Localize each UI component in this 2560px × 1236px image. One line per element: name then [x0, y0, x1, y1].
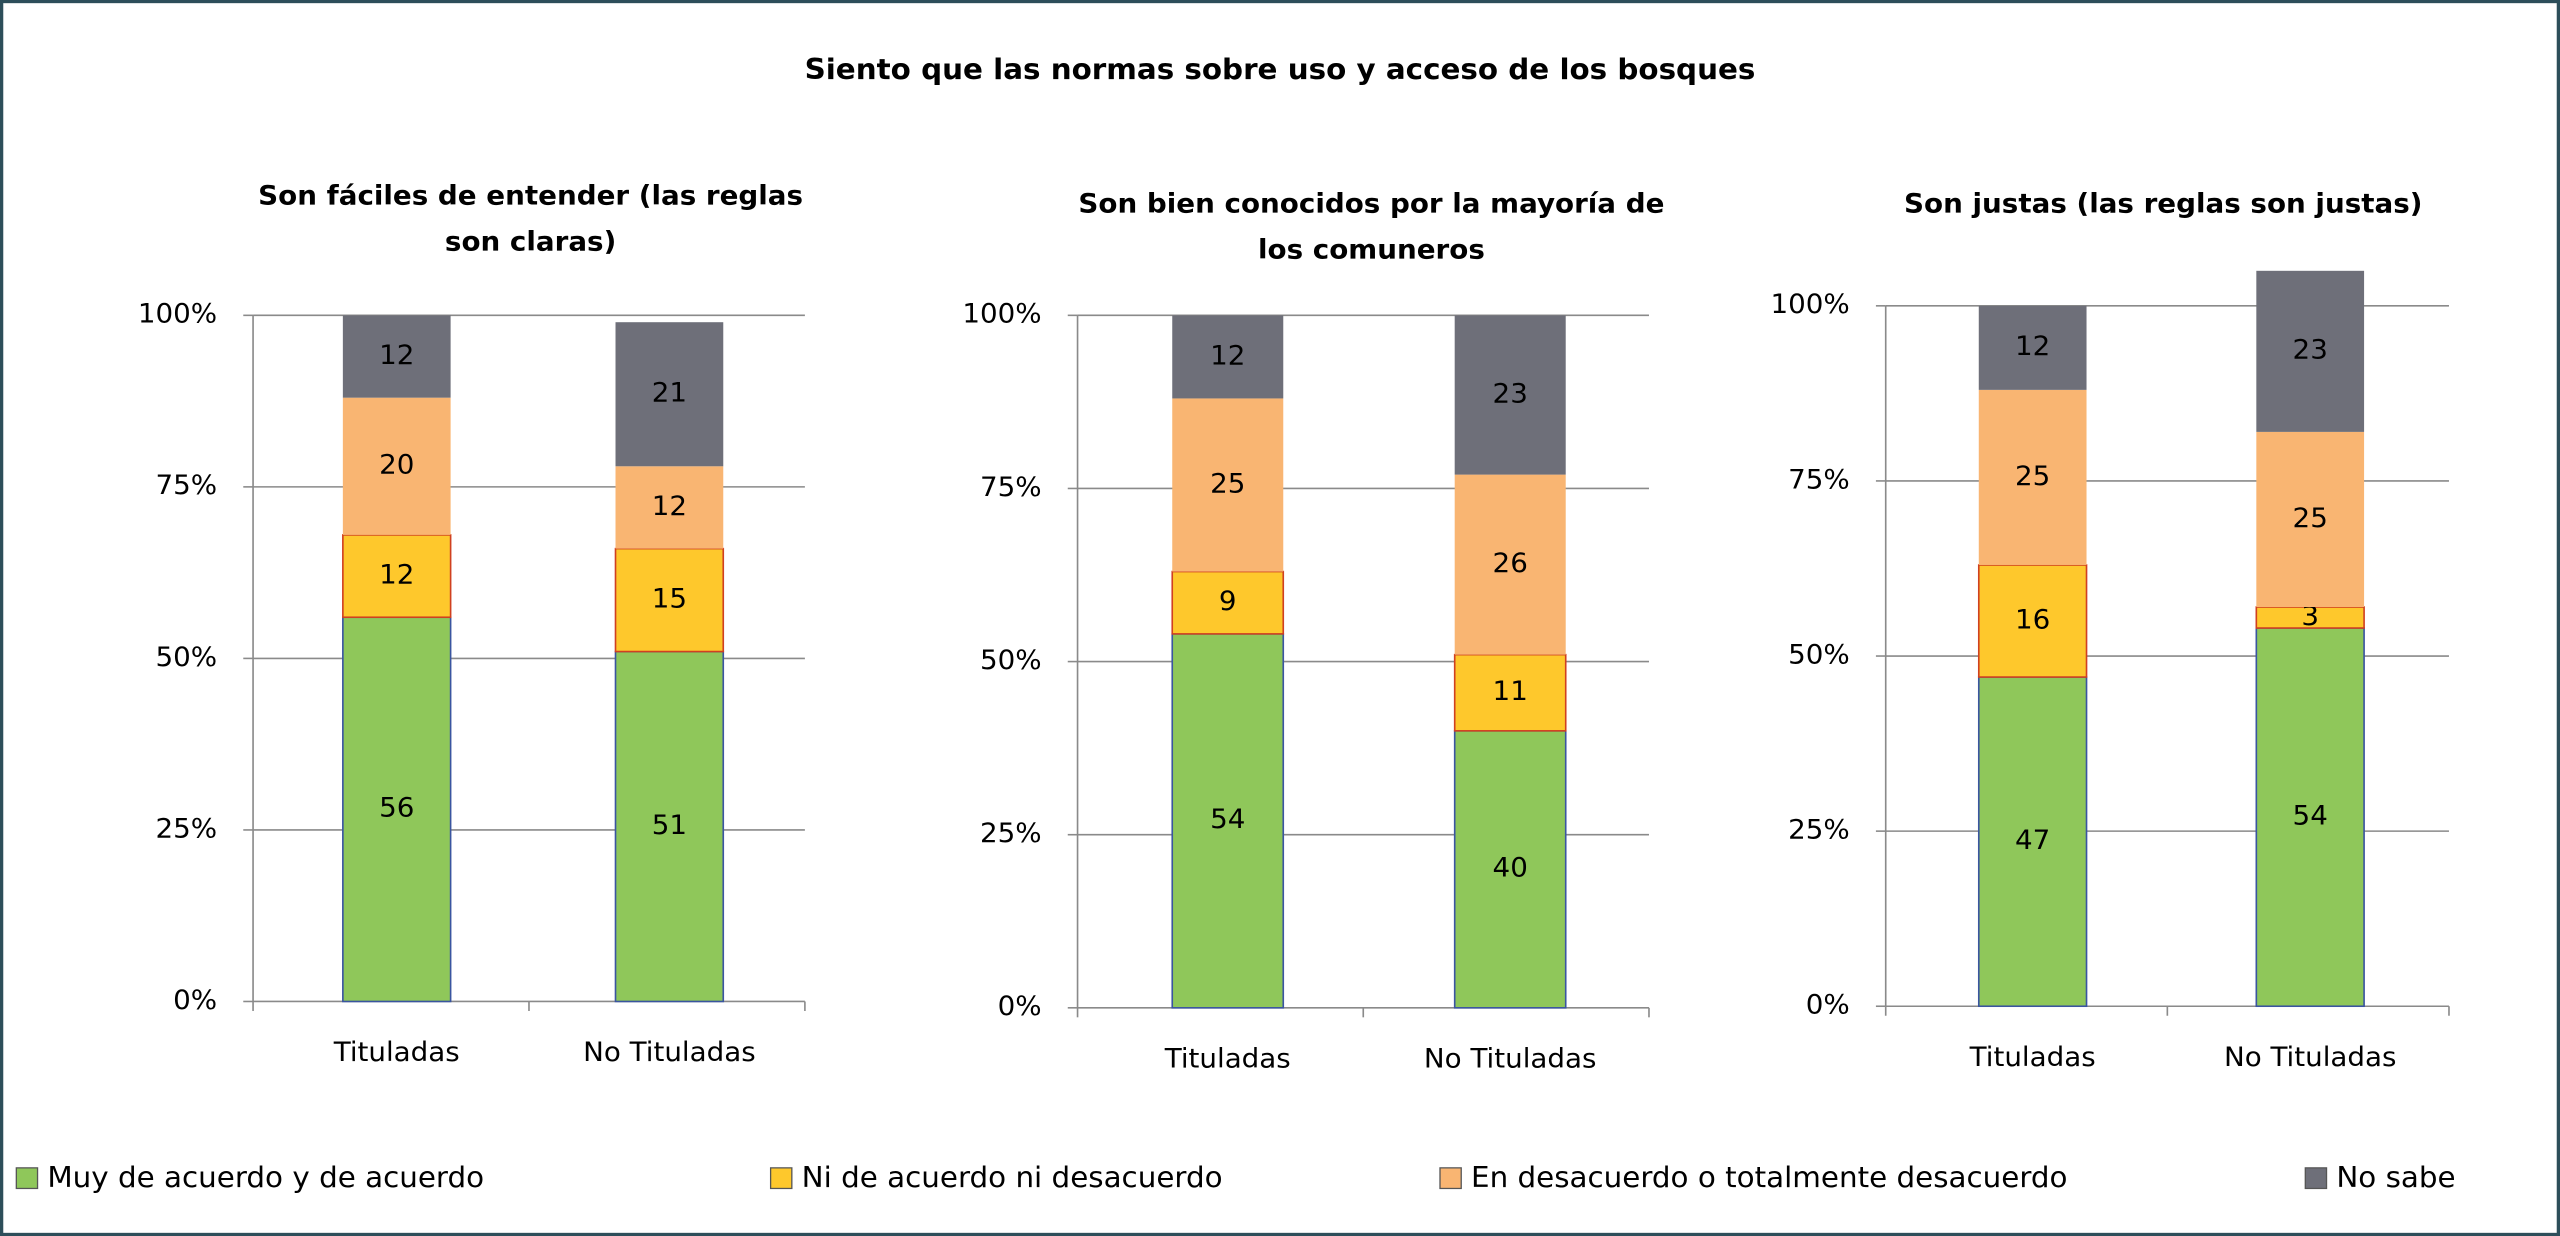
- y-tick-label: 100%: [138, 299, 217, 330]
- data-label: 3: [2301, 601, 2319, 632]
- legend-label: Ni de acuerdo ni desacuerdo: [802, 1160, 1223, 1193]
- y-tick-label: 100%: [962, 299, 1041, 330]
- bar-segment: [1978, 389, 2087, 565]
- data-label: 12: [652, 491, 687, 522]
- subplot-title: Son justas (las reglas son justas): [1904, 188, 2423, 221]
- y-tick-label: 75%: [1788, 465, 1850, 496]
- data-label: 12: [379, 560, 414, 591]
- y-tick-label: 0%: [998, 992, 1042, 1023]
- legend-label: En desacuerdo o totalmente desacuerdo: [1471, 1160, 2067, 1193]
- legend-label: No sabe: [2336, 1160, 2455, 1193]
- y-tick-label: 25%: [980, 818, 1042, 849]
- bar-segment: [1977, 676, 2088, 1008]
- bar-segment: [615, 466, 724, 549]
- bar-segment: [1977, 564, 2088, 678]
- bar-segment: [1978, 305, 2087, 390]
- subplot-title: Son bien conocidos por la mayoría de los…: [1078, 188, 1665, 267]
- bar-segment: [614, 650, 725, 1003]
- data-label: 21: [652, 378, 687, 409]
- data-label: 12: [2015, 332, 2050, 363]
- data-label: 25: [2015, 461, 2050, 492]
- x-tick-label: Tituladas: [1969, 1042, 2096, 1073]
- bar-segment: [614, 547, 725, 653]
- data-label: 15: [652, 584, 687, 615]
- bar-segment: [342, 616, 452, 1003]
- bar-segment: [2256, 431, 2365, 608]
- y-tick-label: 25%: [1788, 815, 1850, 846]
- legend-swatch: [1439, 1167, 1462, 1190]
- y-tick-label: 75%: [155, 471, 217, 502]
- bar-segment: [2256, 270, 2365, 432]
- subplot-title-text: Son justas (las reglas son justas): [1904, 188, 2423, 221]
- y-tick-label: 75%: [980, 472, 1042, 503]
- x-tick-label: No Tituladas: [2224, 1042, 2397, 1073]
- x-tick-label: Tituladas: [1164, 1044, 1291, 1075]
- y-tick-label: 50%: [980, 645, 1042, 676]
- data-label: 54: [2293, 801, 2328, 832]
- data-label: 40: [1493, 853, 1528, 884]
- data-label: 16: [2015, 605, 2050, 636]
- data-label: 23: [1493, 379, 1528, 410]
- legend-swatch: [769, 1167, 793, 1190]
- data-label: 23: [2293, 335, 2328, 366]
- y-tick-label: 0%: [1806, 990, 1850, 1021]
- bar-segment: [342, 534, 452, 619]
- legend-swatch: [2304, 1167, 2328, 1190]
- bar-segment: [1453, 730, 1567, 1009]
- bar-segment: [1172, 315, 1284, 399]
- bar-segment: [615, 322, 724, 467]
- data-label: 47: [2015, 825, 2050, 856]
- subplot-title-text: Son fáciles de entender (las reglas son …: [258, 180, 804, 259]
- bar-segment: [342, 315, 451, 398]
- data-label: 26: [1493, 548, 1528, 579]
- data-label: 11: [1493, 676, 1528, 707]
- y-tick-label: 25%: [155, 814, 217, 845]
- data-label: 12: [379, 340, 414, 371]
- bar-segment: [1454, 474, 1566, 655]
- bar-segment: [1171, 570, 1285, 635]
- legend-label: Muy de acuerdo y de acuerdo: [47, 1160, 484, 1193]
- data-label: 56: [379, 793, 414, 824]
- data-label: 12: [1210, 341, 1245, 372]
- bar-segment: [342, 397, 451, 535]
- bar-segment: [1172, 398, 1284, 572]
- subplot-title: Son fáciles de entender (las reglas son …: [258, 180, 804, 259]
- x-tick-label: No Tituladas: [1424, 1044, 1597, 1075]
- chart-title: Siento que las normas sobre uso y acceso…: [805, 53, 1756, 86]
- data-label: 54: [1210, 805, 1245, 836]
- x-tick-label: Tituladas: [333, 1038, 460, 1069]
- data-label: 20: [379, 450, 414, 481]
- x-tick-label: No Tituladas: [583, 1038, 756, 1069]
- bar-segment: [1454, 315, 1566, 475]
- bar-segment: [1453, 653, 1567, 732]
- data-label: 25: [1210, 469, 1245, 500]
- data-label: 25: [2293, 503, 2328, 534]
- y-tick-label: 100%: [1770, 290, 1849, 321]
- legend-swatch: [15, 1167, 39, 1190]
- data-label: 51: [652, 810, 687, 841]
- bar-segment: [1171, 633, 1285, 1009]
- y-tick-label: 0%: [173, 985, 217, 1016]
- subplot-title-text: Son bien conocidos por la mayoría de los…: [1078, 188, 1665, 267]
- y-tick-label: 50%: [1788, 640, 1850, 671]
- y-tick-label: 50%: [155, 642, 217, 673]
- data-label: 9: [1219, 586, 1237, 617]
